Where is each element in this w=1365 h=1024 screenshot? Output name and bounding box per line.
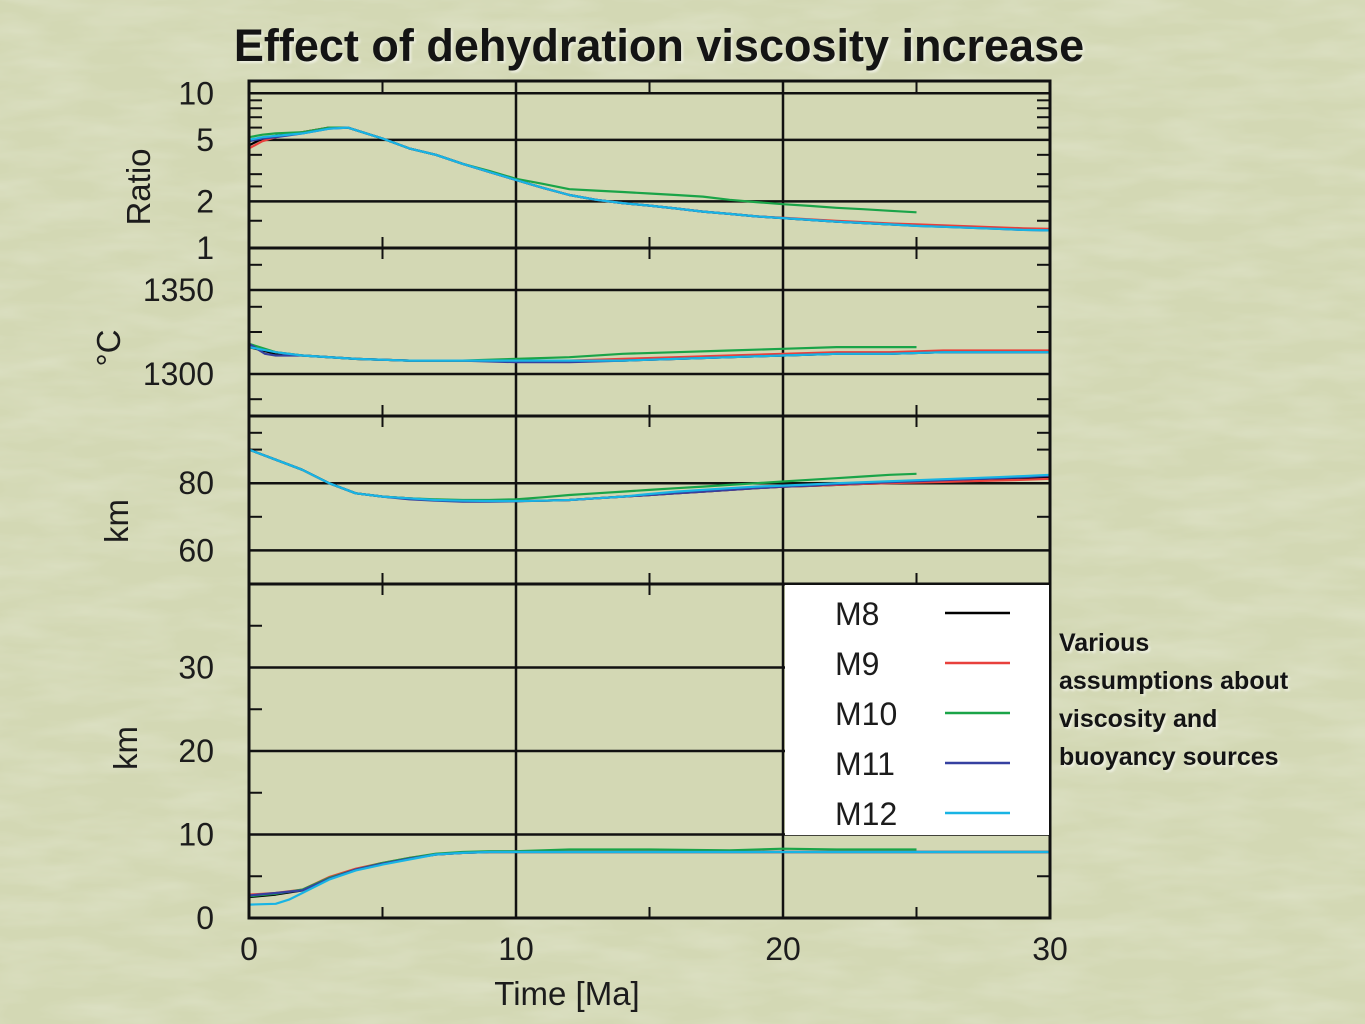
y-tick-label: 80	[178, 465, 214, 501]
panel-2: 1300 1350 °C	[90, 246, 1052, 418]
legend: M8 M9 M10 M11 M12	[785, 585, 1049, 835]
y-axis-label: Ratio	[120, 148, 157, 225]
y-tick-label: 0	[196, 900, 214, 936]
side-note-line: Various	[1059, 629, 1150, 657]
y-tick-label: 1	[196, 230, 214, 266]
panel-series	[249, 126, 1050, 232]
y-axis-label: °C	[90, 329, 127, 366]
y-tick-label: 10	[178, 75, 214, 111]
panel-series	[249, 847, 1050, 906]
series-line-m12	[249, 850, 1050, 906]
panel-series	[249, 448, 1050, 503]
panel-series	[249, 342, 1050, 364]
side-note-line: assumptions about	[1059, 667, 1289, 695]
panel-3: 60 80 km	[98, 414, 1052, 586]
legend-label: M8	[835, 596, 879, 632]
y-tick-label: 5	[196, 122, 214, 158]
series-line-m12	[249, 448, 1050, 503]
x-tick-label: 0	[240, 931, 258, 967]
x-tick-label: 30	[1032, 931, 1068, 967]
side-note-line: buoyancy sources	[1059, 743, 1279, 771]
series-line-m12	[249, 126, 1050, 232]
y-tick-label: 60	[178, 532, 214, 568]
legend-label: M11	[835, 746, 895, 782]
y-axis-label: km	[107, 726, 144, 770]
legend-label: M10	[835, 696, 897, 732]
series-line-m12	[249, 346, 1050, 362]
y-axis-label: km	[98, 499, 135, 543]
side-note-line: viscosity and	[1059, 705, 1218, 733]
y-tick-label: 1350	[143, 272, 214, 308]
y-tick-label: 10	[178, 817, 214, 853]
side-note: Various assumptions about viscosity and …	[1059, 624, 1359, 776]
slide-title: Effect of dehydration viscosity increase	[233, 20, 1085, 71]
panel-frame	[247, 582, 1052, 920]
legend-label: M12	[835, 796, 897, 832]
x-axis-label: Time [Ma]	[494, 975, 639, 1012]
y-tick-label: 20	[178, 733, 214, 769]
legend-label: M9	[835, 646, 879, 682]
legend-box	[785, 585, 1049, 835]
panel-4: 0 10 20 30 km	[107, 582, 1052, 936]
y-tick-label: 2	[196, 183, 214, 219]
y-tick-label: 30	[178, 650, 214, 686]
y-tick-label: 1300	[143, 356, 214, 392]
x-tick-label: 20	[765, 931, 801, 967]
x-tick-label: 10	[498, 931, 534, 967]
